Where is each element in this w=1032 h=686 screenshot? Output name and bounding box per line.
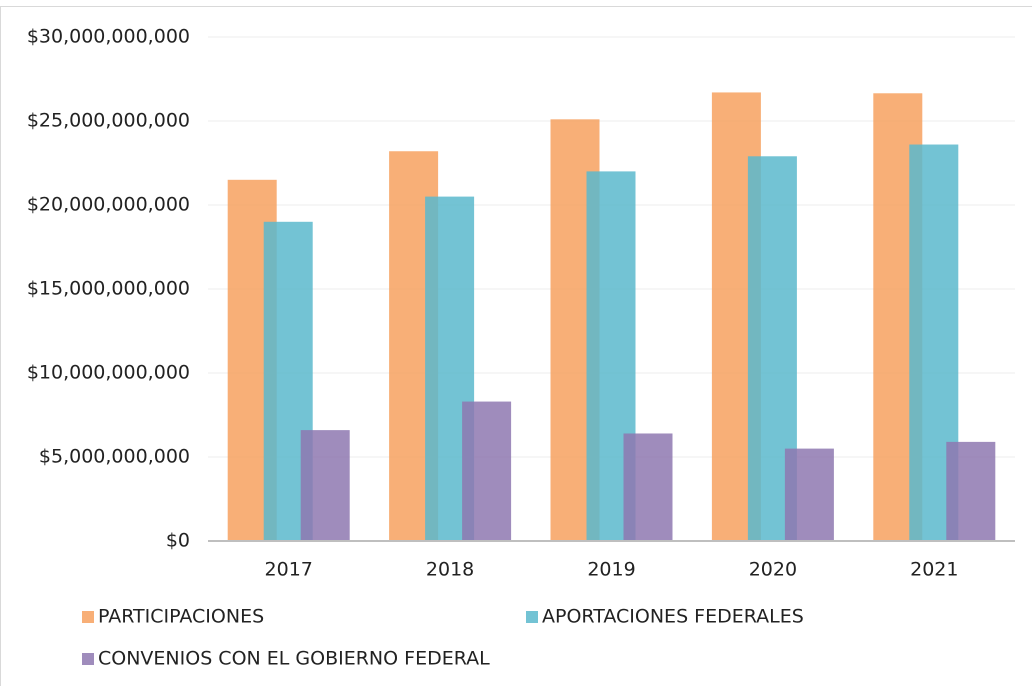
x-tick-label: 2021 <box>910 559 958 581</box>
bar <box>784 448 834 541</box>
legend-swatch <box>526 611 538 623</box>
legend-label: APORTACIONES FEDERALES <box>542 606 804 628</box>
y-tick-label: $15,000,000,000 <box>27 278 190 300</box>
y-tick-label: $5,000,000,000 <box>39 446 190 468</box>
y-tick-label: $10,000,000,000 <box>27 362 190 384</box>
bar <box>946 441 996 541</box>
x-tick-label: 2017 <box>265 559 313 581</box>
y-tick-label: $20,000,000,000 <box>27 194 190 216</box>
y-tick-label: $30,000,000,000 <box>27 26 190 48</box>
legend-swatch <box>82 653 94 665</box>
x-tick-label: 2020 <box>749 559 797 581</box>
bar <box>300 430 350 541</box>
legend-label: CONVENIOS CON EL GOBIERNO FEDERAL <box>98 648 490 670</box>
bar <box>623 433 673 541</box>
chart-border <box>0 6 1032 686</box>
x-tick-label: 2019 <box>587 559 635 581</box>
bar <box>462 401 512 541</box>
y-tick-label: $0 <box>166 530 190 552</box>
legend-swatch <box>82 611 94 623</box>
x-tick-label: 2018 <box>426 559 474 581</box>
legend-label: PARTICIPACIONES <box>98 606 264 628</box>
y-tick-label: $25,000,000,000 <box>27 110 190 132</box>
